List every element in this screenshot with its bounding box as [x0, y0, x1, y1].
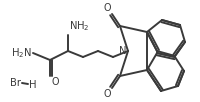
Text: N: N: [120, 46, 127, 56]
Text: Br: Br: [10, 78, 21, 88]
Text: O: O: [104, 89, 111, 99]
Text: O: O: [104, 3, 111, 13]
Text: H: H: [29, 80, 36, 90]
Text: NH$_2$: NH$_2$: [69, 19, 89, 33]
Text: O: O: [52, 77, 60, 87]
Text: H$_2$N: H$_2$N: [11, 46, 32, 60]
